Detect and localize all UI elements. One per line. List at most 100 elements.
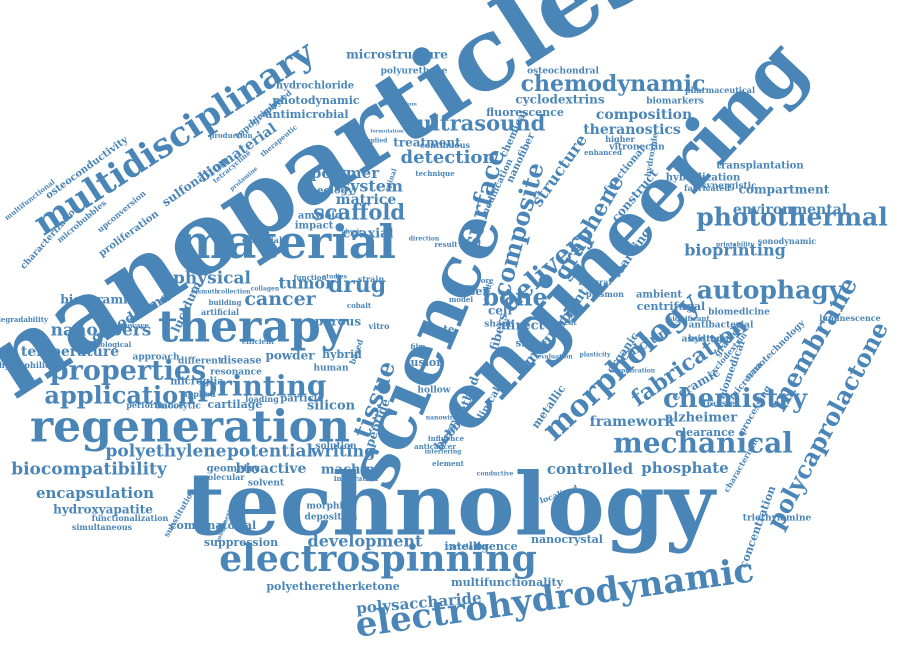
cloud-word: rate bbox=[432, 325, 455, 336]
cloud-word: phosphate bbox=[641, 459, 728, 477]
cloud-word: polyurethane bbox=[381, 67, 448, 77]
cloud-word: artificial bbox=[201, 307, 239, 317]
cloud-word: cartilage bbox=[208, 398, 263, 411]
cloud-word: transfer bbox=[703, 398, 740, 408]
cloud-word: collagen bbox=[251, 286, 280, 293]
cloud-word: technology bbox=[185, 455, 717, 556]
cloud-word: pharmaceutical bbox=[685, 85, 755, 95]
cloud-word: printing bbox=[198, 370, 327, 403]
cloud-word: composition bbox=[596, 107, 692, 123]
cloud-word: application bbox=[44, 381, 195, 410]
cloud-word: photodynamic bbox=[272, 94, 359, 107]
cloud-word: osteochondral bbox=[527, 67, 599, 77]
cloud-word: human bbox=[314, 364, 349, 374]
cloud-word: hollow bbox=[417, 386, 450, 396]
cloud-word: material bbox=[178, 215, 396, 269]
cloud-word: assisted bbox=[682, 335, 723, 345]
cloud-word: synergistic bbox=[701, 182, 757, 192]
cloud-word: hybridization bbox=[666, 173, 741, 184]
cloud-word: mechanical bbox=[613, 427, 793, 460]
cloud-word: bioprinting bbox=[684, 241, 786, 260]
cloud-word: amyloid bbox=[298, 211, 342, 222]
cloud-word: biomarkers bbox=[646, 97, 704, 107]
cloud-word: loading bbox=[245, 394, 279, 404]
cloud-word: efficient bbox=[242, 337, 275, 346]
cloud-word: influence bbox=[428, 434, 465, 443]
cloud-word: molecular bbox=[199, 472, 245, 482]
cloud-word: nanowires bbox=[426, 415, 461, 422]
cloud-word: coaxial bbox=[342, 227, 393, 242]
cloud-word: physic bbox=[341, 229, 363, 236]
cloud-word: applied bbox=[182, 389, 216, 399]
cloud-word: tumor bbox=[278, 274, 334, 293]
cloud-word: bismuth bbox=[191, 289, 219, 296]
cloud-word: microglia bbox=[170, 377, 224, 388]
cloud-word: environmental bbox=[733, 202, 847, 218]
cloud-word: clearance bbox=[675, 426, 735, 439]
cloud-word: integration bbox=[334, 474, 378, 483]
cloud-word: hybrid bbox=[322, 348, 362, 361]
cloud-word: controlled bbox=[547, 460, 634, 478]
cloud-word: physical bbox=[173, 269, 252, 289]
cloud-word: disease bbox=[220, 356, 261, 367]
cloud-word: alzheimer bbox=[665, 411, 737, 426]
cloud-word: functionalization bbox=[92, 513, 169, 523]
cloud-word: porous bbox=[315, 315, 361, 329]
cloud-word: machine bbox=[321, 463, 383, 478]
cloud-word: treatment bbox=[393, 136, 461, 150]
cloud-word: microstructure bbox=[346, 48, 448, 62]
cloud-word: system bbox=[341, 177, 403, 196]
cloud-word: printability bbox=[716, 242, 754, 249]
cloud-word: particle bbox=[280, 394, 323, 405]
cloud-word: degradability bbox=[0, 315, 49, 324]
cloud-word: biological bbox=[93, 340, 132, 349]
cloud-word: geometry bbox=[207, 464, 261, 475]
cloud-word: evaluation bbox=[537, 354, 573, 361]
cloud-word: multifunctionality bbox=[451, 576, 564, 589]
cloud-word: vitro bbox=[368, 321, 391, 331]
cloud-word: hydrophilicity bbox=[0, 360, 62, 370]
cloud-word: model bbox=[449, 295, 473, 304]
cloud-word: conductive bbox=[477, 471, 514, 478]
cloud-word: element bbox=[432, 459, 465, 468]
cloud-word: antibacterial bbox=[689, 321, 754, 331]
cloud-word: cell bbox=[488, 304, 513, 318]
cloud-word: properties bbox=[50, 356, 207, 387]
cloud-word: anticancer bbox=[414, 442, 456, 451]
cloud-word: direct bbox=[501, 319, 544, 334]
cloud-word: writing bbox=[310, 442, 376, 461]
cloud-word: film bbox=[410, 342, 426, 351]
cloud-word: luminescence bbox=[819, 313, 881, 323]
cloud-word: centrifugal bbox=[637, 300, 705, 313]
cloud-word: deposition bbox=[305, 513, 358, 523]
cloud-word: antimicrobial bbox=[265, 108, 348, 121]
cloud-word: theranostics bbox=[583, 122, 681, 138]
cloud-word: nanocrystal bbox=[531, 533, 603, 546]
cloud-word: essential bbox=[242, 235, 282, 245]
cloud-word: building bbox=[209, 298, 242, 307]
cloud-word: development bbox=[308, 532, 424, 551]
cloud-word: fabricated bbox=[684, 183, 730, 193]
cloud-word: ultrasound bbox=[417, 111, 546, 136]
cloud-word: therapy bbox=[158, 302, 348, 353]
cloud-word: polyethylene bbox=[106, 442, 227, 462]
cloud-word: chemistry bbox=[663, 384, 808, 414]
cloud-word: strain bbox=[358, 274, 385, 284]
cloud-word: regeneration bbox=[30, 402, 350, 453]
cloud-word: performance bbox=[126, 400, 183, 410]
cloud-word: scaffold bbox=[313, 200, 405, 225]
cloud-word: autophagy bbox=[697, 276, 845, 305]
cloud-word: approach bbox=[132, 353, 179, 363]
cloud-word: supplied bbox=[359, 138, 389, 145]
cloud-word: potential bbox=[227, 442, 314, 462]
cloud-word: nanofibers bbox=[51, 321, 152, 341]
cloud-word: hydrochloride bbox=[276, 81, 354, 92]
cloud-word: biomedicine bbox=[708, 308, 770, 318]
cloud-word: interfering bbox=[425, 449, 463, 456]
cloud-word: compartment bbox=[739, 183, 830, 197]
cloud-word: drug bbox=[328, 272, 386, 298]
cloud-word: polyetheretherketone bbox=[266, 580, 399, 593]
cloud-word: transplantation bbox=[716, 161, 804, 172]
